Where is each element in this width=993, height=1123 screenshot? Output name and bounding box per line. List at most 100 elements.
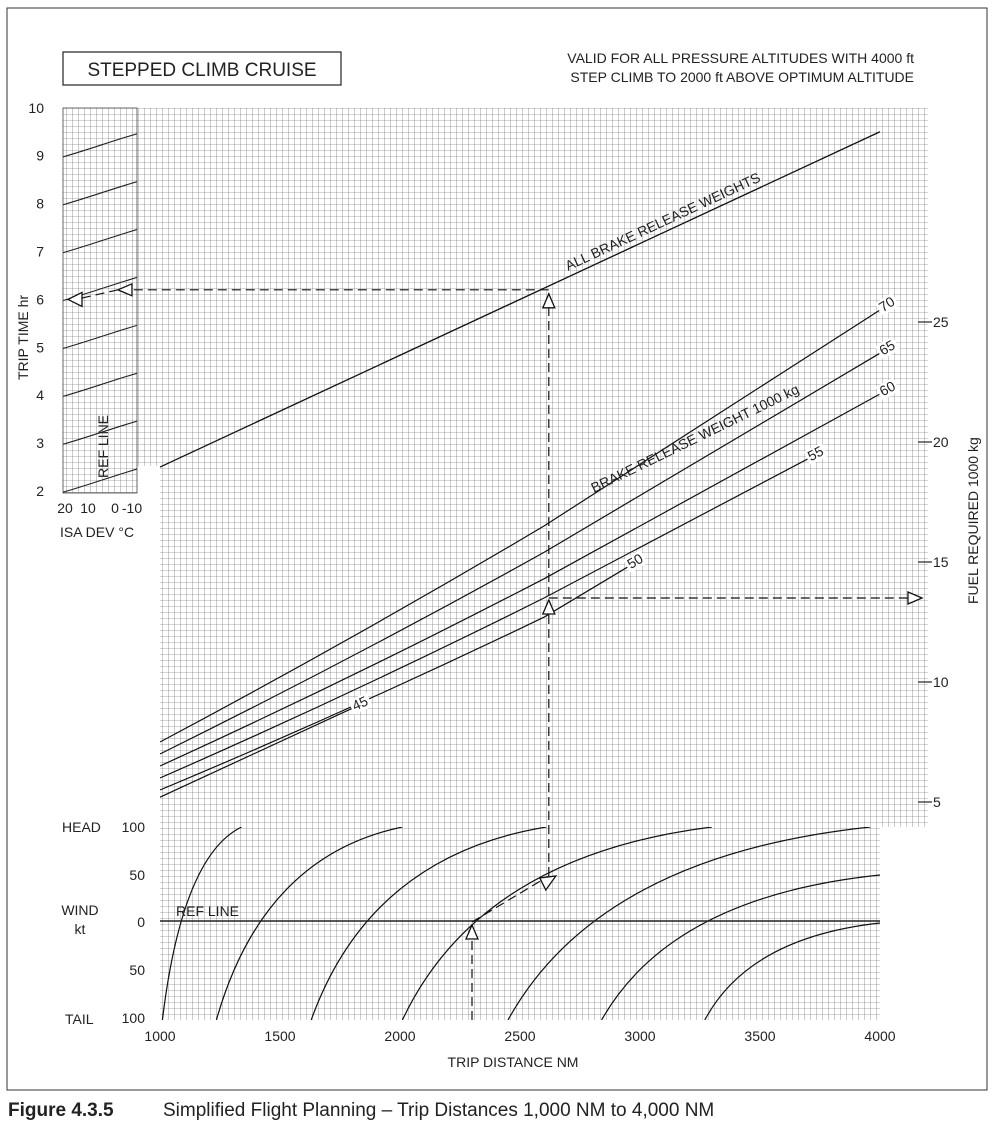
fuel-curve-60 [159,393,881,767]
fuel-tick-label: 10 [933,674,949,690]
example-arrow-ref-line [116,282,133,297]
wind-ref-line-label: REF LINE [176,903,239,919]
worked-example-path [66,282,924,1020]
fuel-tick-label: 20 [933,434,949,450]
fuel-axis-label: FUEL REQUIRED 1000 kg [965,437,981,604]
wind-tick-label: 0 [137,914,145,930]
trip-time-tick-label: 5 [36,339,44,355]
x-tick-label: 1500 [264,1028,295,1044]
isa-dev-curve [63,181,137,206]
fuel-series-label-group: 45 [348,692,373,715]
wind-tick-label: 50 [129,867,145,883]
fuel-series-label: 55 [805,442,826,464]
x-tick-label: 3000 [624,1028,655,1044]
wind-curves [161,827,880,1020]
wind-curve [215,827,403,1020]
x-tick-label: 3500 [744,1028,775,1044]
figure-frame [6,7,988,1091]
fuel-curve-65 [159,352,881,755]
wind-curve [401,827,713,1020]
fuel-series-labels: 70 65 60 55 50 45 [348,292,901,715]
example-isa-path [75,289,119,300]
fuel-series-label-bg [875,377,901,401]
fuel-series-label-group: 50 [622,549,648,573]
wind-ticks: 100 50 0 50 100 [122,819,146,1026]
figure-caption: Simplified Flight Planning – Trip Distan… [163,1100,714,1121]
trip-time-tick-label: 2 [36,483,44,499]
isa-dev-curve [63,372,137,397]
trip-time-line [159,131,881,468]
fuel-series-label-group: 65 [875,336,900,360]
isa-dev-curve [63,468,137,493]
trip-time-tick-label: 9 [36,148,44,164]
fuel-series-label: 50 [624,550,646,572]
trip-time-tick-label: 6 [36,291,44,307]
fuel-tick-label: 25 [933,314,949,330]
fuel-series-label-bg [348,692,373,715]
wind-curve [507,827,871,1020]
trip-time-tick-label: 3 [36,435,44,451]
example-wind-path [471,875,550,1020]
trip-time-tick-label: 8 [36,196,44,212]
chart-title-box: STEPPED CLIMB CRUISE [62,51,342,86]
wind-curve [601,874,880,1020]
wind-tail-label: TAIL [65,1011,94,1027]
isa-ref-line-label: REF LINE [95,415,111,478]
grid-regions [62,107,928,1020]
fuel-tick-label: 5 [933,794,941,810]
fuel-series-label-group: 70 [874,292,900,317]
wind-tick-label: 100 [122,819,146,835]
isa-dev-curve [63,324,137,350]
fuel-series-label: 60 [877,378,899,400]
fuel-series-label-bg [874,292,900,317]
x-tick-label: 2500 [504,1028,535,1044]
trip-time-tick-label: 7 [36,244,44,260]
isa-deviation-lines [63,133,137,493]
isa-dev-tick-label: 0 [111,500,119,516]
figure-number: Figure 4.3.5 [8,1100,114,1121]
trip-distance-ticks: 1000 1500 2000 2500 3000 3500 4000 [144,1028,895,1044]
trip-time-tick-label: 4 [36,387,44,403]
trip-time-line-path [159,131,881,468]
trip-time-axis-label: TRIP TIME hr [15,295,31,380]
wind-curve [704,922,880,1020]
wind-label: WIND [61,902,98,918]
isa-dev-curve [63,229,137,254]
wind-curve [161,827,242,1020]
wind-tick-label: 50 [129,962,145,978]
example-arrow-fuel-curve [541,598,556,615]
isa-dev-label: ISA DEV °C [60,524,134,540]
isa-dev-tick-label: 20 [57,500,73,516]
fuel-tick-label: 15 [933,554,949,570]
chart-title: STEPPED CLIMB CRUISE [87,60,316,81]
trip-time-ticks: 2 3 4 5 6 7 8 9 10 [28,100,44,499]
wind-head-label: HEAD [62,819,101,835]
wind-unit-label: kt [75,921,86,937]
fuel-series-label: 65 [876,336,898,358]
example-arrow-fuel-axis [907,591,924,605]
example-arrow-trip-time [66,291,83,308]
fuel-curve-45 [159,707,353,798]
x-tick-label: 2000 [384,1028,415,1044]
trip-time-tick-label: 10 [28,100,44,116]
x-tick-label: 1000 [144,1028,175,1044]
fuel-series-label-group: 60 [875,377,901,401]
fuel-series-label: 70 [876,293,898,315]
isa-dev-curve [63,420,137,445]
trip-distance-axis-label: TRIP DISTANCE NM [448,1054,579,1070]
wind-curve [310,827,547,1020]
isa-dev-ticks: 20 10 0 -10 [57,500,142,516]
x-tick-label: 4000 [864,1028,895,1044]
fuel-ticks: 5 10 15 20 25 [918,314,949,810]
isa-dev-tick-label: -10 [122,500,142,516]
validity-note-2: STEP CLIMB TO 2000 ft ABOVE OPTIMUM ALTI… [570,69,914,85]
isa-dev-curve [63,133,137,158]
fuel-series-label-bg [622,549,648,573]
fuel-curve-55 [159,458,809,779]
example-arrow-up [465,923,479,940]
fuel-curve-70 [159,309,881,743]
wind-tick-label: 100 [122,1010,146,1026]
example-arrow-wind [538,875,558,892]
validity-note-1: VALID FOR ALL PRESSURE ALTITUDES WITH 40… [567,50,914,66]
